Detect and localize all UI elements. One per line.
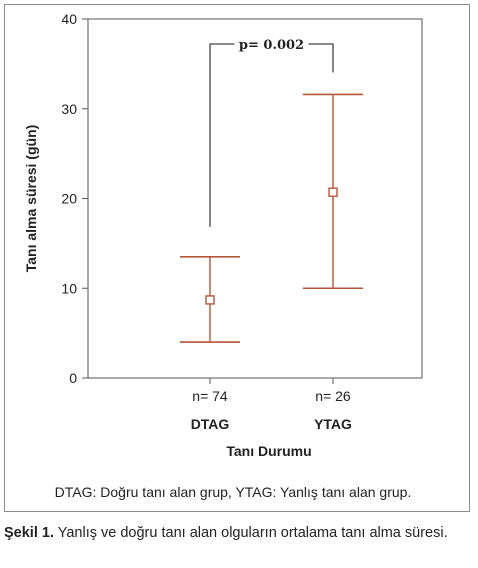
error-bar-chart: 0 10 20 30 40 n= 74 DTAG n= 26 YTAG p= 0.002 Ta… (23, 11, 423, 459)
y-axis-title: Tanı alma süresi (gün) (23, 125, 39, 273)
y-axis: 0 10 20 30 40 (61, 11, 88, 386)
y-tick-label: 30 (61, 101, 77, 117)
annotation-background (234, 35, 309, 53)
y-tick-label: 10 (61, 280, 77, 296)
error-bars (180, 93, 363, 343)
x-axis: n= 74 DTAG n= 26 YTAG (191, 378, 352, 432)
mean-marker (205, 295, 215, 305)
group-n-label: n= 26 (315, 388, 351, 404)
y-tick-label: 0 (69, 370, 77, 386)
category-label: DTAG (191, 416, 230, 432)
mean-marker (328, 187, 338, 197)
caption-text: Yanlış ve doğru tanı alan olguların orta… (57, 525, 448, 541)
p-value-label: p= 0.002 (239, 38, 304, 53)
figure-frame (4, 4, 470, 512)
x-axis-title: Tanı Durumu (226, 443, 311, 459)
significance-annotation: p= 0.002 (209, 35, 334, 227)
caption-label: Şekil 1. (4, 525, 54, 541)
y-tick-label: 20 (61, 191, 77, 207)
plot-area: 0 10 20 30 40 n= 74 DTAG n= 26 YTAG p= 0.002 (61, 11, 423, 432)
group-n-label: n= 74 (192, 388, 228, 404)
plot-frame (87, 18, 423, 379)
figure-note: DTAG: Doğru tanı alan grup, YTAG: Yanlış… (54, 484, 412, 500)
figure-caption: Şekil 1. Yanlış ve doğru tanı alan olgul… (4, 523, 472, 543)
category-label: YTAG (314, 416, 352, 432)
y-tick-label: 40 (61, 11, 77, 27)
significance-bracket (209, 43, 334, 227)
